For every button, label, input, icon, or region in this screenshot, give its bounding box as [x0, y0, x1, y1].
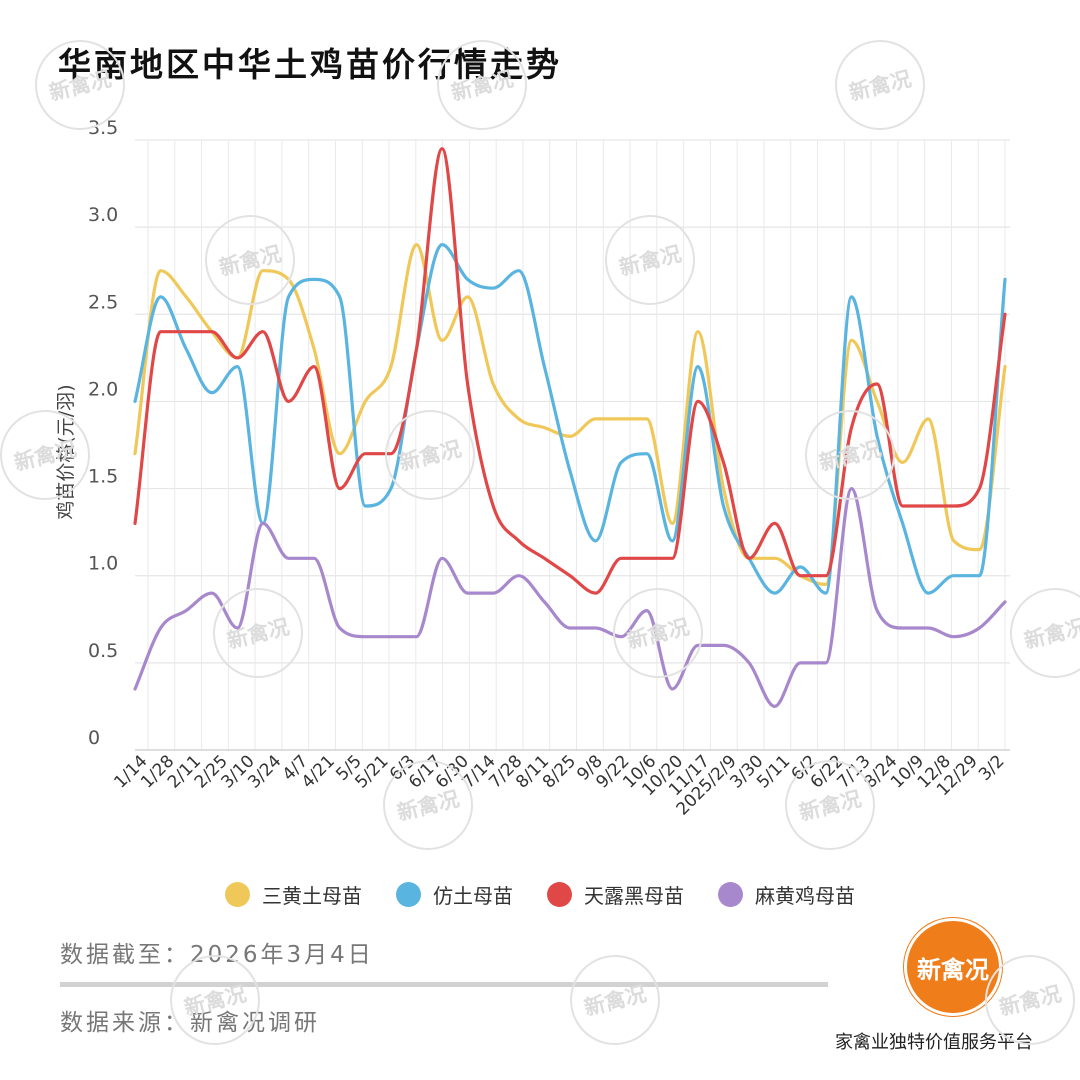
series-line-1: [133, 243, 1007, 595]
x-tick-label: 3/2: [975, 751, 1008, 784]
data-source-line: 数据来源：新禽况调研: [60, 1003, 320, 1037]
series-line-2: [133, 147, 1007, 595]
y-tick-label: 0.5: [88, 640, 118, 662]
legend-item[interactable]: 仿土母苗: [396, 880, 513, 909]
chart-title: 华南地区中华土鸡苗价行情走势: [58, 45, 562, 84]
legend-label: 三黄土母苗: [262, 883, 362, 908]
legend-label: 仿土母苗: [433, 883, 513, 908]
legend-swatch: [718, 881, 743, 907]
legend-label: 麻黄鸡母苗: [755, 883, 855, 908]
data-source-value: 新禽况调研: [190, 1010, 320, 1036]
y-tick-label: 3.5: [88, 117, 118, 139]
y-axis-label: 鸡苗价格(元/羽): [55, 384, 77, 519]
series-line-0: [133, 243, 1007, 586]
legend-swatch: [396, 881, 421, 907]
divider: [60, 982, 828, 987]
y-tick-label: 1.0: [88, 553, 118, 575]
y-tick-label: 3.0: [88, 204, 118, 226]
brand-logo: 新禽况: [904, 918, 1002, 1016]
y-tick-label: 0: [88, 727, 100, 749]
legend-label: 天露黑母苗: [584, 883, 684, 908]
legend-item[interactable]: 天露黑母苗: [547, 880, 684, 909]
data-date-value: 2026年3月4日: [190, 942, 374, 968]
series-line-3: [133, 487, 1007, 708]
y-tick-label: 2.0: [88, 378, 118, 400]
data-date-line: 数据截至：2026年3月4日: [60, 935, 374, 969]
legend-swatch: [547, 881, 572, 907]
chart-legend: 三黄土母苗 仿土母苗 天露黑母苗 麻黄鸡母苗: [0, 876, 1080, 912]
data-source-label: 数据来源：: [60, 1010, 190, 1036]
y-tick-label: 2.5: [88, 291, 118, 313]
watermark: 新禽况: [560, 945, 670, 1055]
legend-item[interactable]: 三黄土母苗: [225, 880, 362, 909]
y-tick-label: 1.5: [88, 466, 118, 488]
legend-item[interactable]: 麻黄鸡母苗: [718, 880, 855, 909]
data-date-label: 数据截至：: [60, 942, 190, 968]
legend-swatch: [225, 881, 250, 907]
brand-tagline: 家禽业独特价值服务平台: [835, 1032, 1033, 1053]
line-chart: 00.51.01.52.02.53.03.5 1/141/282/112/253…: [55, 117, 1010, 820]
